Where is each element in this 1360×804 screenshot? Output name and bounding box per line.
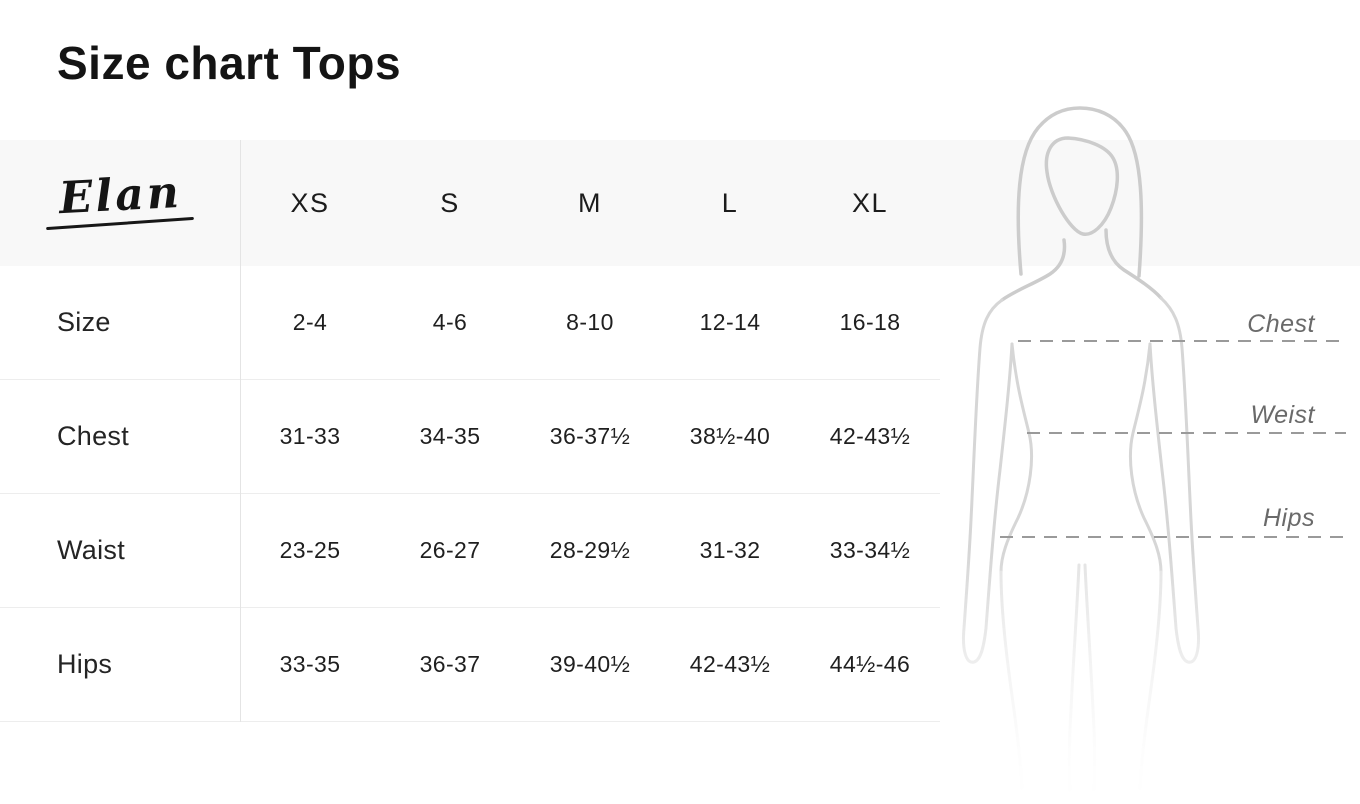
table-cell: 4-6: [432, 309, 468, 335]
table-cell: 12-14: [699, 309, 761, 335]
table-cell: 28-29½: [549, 537, 631, 563]
size-table-header-row: Elan XS S M L XL: [0, 140, 940, 266]
table-header-band: [0, 140, 1360, 266]
size-table: Elan XS S M L XL Size 2-4 4-6 8-10 12-14…: [0, 140, 940, 722]
brand-logo-text: Elan: [57, 166, 183, 224]
size-header-xs: XS: [290, 187, 330, 218]
table-cell: 44½-46: [829, 651, 911, 677]
row-label-hips: Hips: [57, 649, 113, 679]
table-cell: 2-4: [292, 309, 328, 335]
brand-logo: Elan: [46, 166, 194, 230]
figure-label-chest: Chest: [1247, 310, 1315, 338]
figure-label-hips: Hips: [1262, 504, 1315, 532]
page-title: Size chart Tops: [57, 37, 402, 89]
table-cell: 39-40½: [549, 651, 631, 677]
size-header-m: M: [578, 187, 602, 218]
table-row-size: Size 2-4 4-6 8-10 12-14 16-18: [0, 266, 940, 380]
row-label-chest: Chest: [57, 421, 130, 451]
table-cell: 36-37: [419, 651, 481, 677]
brand-logo-cell: Elan: [0, 167, 240, 230]
measurement-dash-lines: [1000, 340, 1346, 538]
table-cell: 16-18: [839, 309, 901, 335]
table-cell: 36-37½: [549, 423, 631, 449]
table-cell: 38½-40: [689, 423, 771, 449]
table-row-chest: Chest 31-33 34-35 36-37½ 38½-40 42-43½: [0, 380, 940, 494]
table-row-hips: Hips 33-35 36-37 39-40½ 42-43½ 44½-46: [0, 608, 940, 722]
table-cell: 31-33: [279, 423, 341, 449]
figure-label-waist: Weist: [1250, 401, 1315, 429]
table-cell: 23-25: [279, 537, 341, 563]
table-cell: 33-34½: [829, 537, 911, 563]
table-cell: 42-43½: [689, 651, 771, 677]
table-cell: 33-35: [279, 651, 341, 677]
table-row-waist: Waist 23-25 26-27 28-29½ 31-32 33-34½: [0, 494, 940, 608]
size-header-l: L: [721, 187, 739, 218]
table-cell: 42-43½: [829, 423, 911, 449]
label-column-divider: [240, 140, 241, 722]
size-header-s: S: [440, 187, 460, 218]
row-label-waist: Waist: [57, 535, 125, 565]
table-cell: 31-32: [699, 537, 761, 563]
row-label-size: Size: [57, 307, 111, 337]
size-header-xl: XL: [851, 187, 889, 218]
table-cell: 34-35: [419, 423, 481, 449]
woman-silhouette-illustration: [962, 106, 1346, 792]
table-cell: 8-10: [566, 309, 614, 335]
table-cell: 26-27: [419, 537, 481, 563]
